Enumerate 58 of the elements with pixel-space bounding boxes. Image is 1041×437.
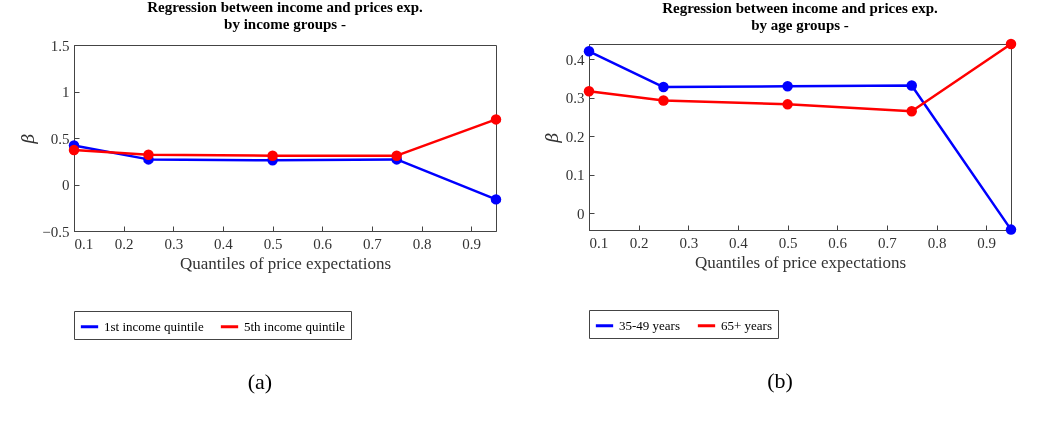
- legend-label: 65+ years: [721, 317, 773, 333]
- y-tick-label: 1: [61, 84, 69, 100]
- x-tick-label: 0.2: [114, 235, 134, 252]
- x-tick-label: 0.9: [461, 235, 481, 252]
- x-tick-label: 0.6: [312, 235, 333, 252]
- point: [658, 95, 669, 106]
- chart-subtitle: by income groups -: [223, 16, 346, 32]
- y-axis-title: β: [17, 133, 38, 145]
- point: [658, 81, 669, 93]
- point: [1005, 224, 1017, 235]
- y-tick-label: 0.1: [565, 167, 585, 184]
- point: [906, 80, 917, 91]
- y-axis-title: β: [541, 132, 562, 144]
- point: [583, 46, 595, 57]
- y-tick-label: −0.5: [41, 223, 69, 240]
- y-tick-label: 0.4: [565, 51, 585, 68]
- point: [142, 149, 154, 160]
- point: [782, 81, 793, 92]
- chart-title: Regression between income and prices exp.: [662, 0, 939, 16]
- y-tick-label: 0.2: [565, 128, 585, 145]
- x-tick-label: 0.5: [778, 234, 798, 251]
- point: [490, 114, 501, 125]
- y-tick-label: 0.3: [565, 90, 585, 107]
- x-tick-label: 0.6: [828, 234, 848, 251]
- y-tick-label: 0.5: [50, 130, 69, 147]
- x-tick-label: 0.3: [679, 234, 699, 251]
- y-tick-label: 0: [61, 177, 69, 193]
- x-tick-label: 0.3: [163, 235, 183, 252]
- x-tick-label: 0.1: [589, 234, 609, 251]
- x-tick-label: 0.4: [729, 234, 749, 251]
- x-axis-title: Quantiles of price expectations: [694, 252, 907, 272]
- y-tick-label: 1.5: [50, 37, 69, 54]
- x-tick-label: 0.1: [74, 235, 93, 252]
- x-tick-label: 0.8: [412, 235, 431, 252]
- text: (a): [247, 369, 273, 395]
- legend-label: 35-49 years: [619, 317, 681, 333]
- legend-label: 1st income quintile: [103, 318, 204, 334]
- x-tick-label: 0.9: [977, 234, 997, 251]
- x-axis-title: Quantiles of price expectations: [179, 253, 391, 273]
- point: [906, 106, 917, 117]
- y-tick-label: 0: [577, 205, 585, 222]
- x-tick-label: 0.8: [927, 234, 947, 251]
- point: [583, 86, 595, 97]
- point: [68, 144, 79, 156]
- x-tick-label: 0.7: [878, 234, 898, 251]
- chart-subtitle: by age groups -: [751, 16, 849, 33]
- x-tick-label: 0.5: [263, 235, 282, 252]
- point: [782, 99, 793, 110]
- point: [390, 150, 402, 161]
- x-tick-label: 0.4: [213, 235, 233, 252]
- x-tick-label: 0.7: [362, 235, 382, 252]
- chart-title: Regression between income and prices exp.: [146, 0, 423, 15]
- legend-label: 5th income quintile: [243, 318, 345, 334]
- point: [1005, 38, 1017, 50]
- point: [490, 194, 501, 205]
- text: (b): [767, 368, 793, 394]
- x-tick-label: 0.2: [629, 234, 649, 251]
- point: [266, 150, 278, 161]
